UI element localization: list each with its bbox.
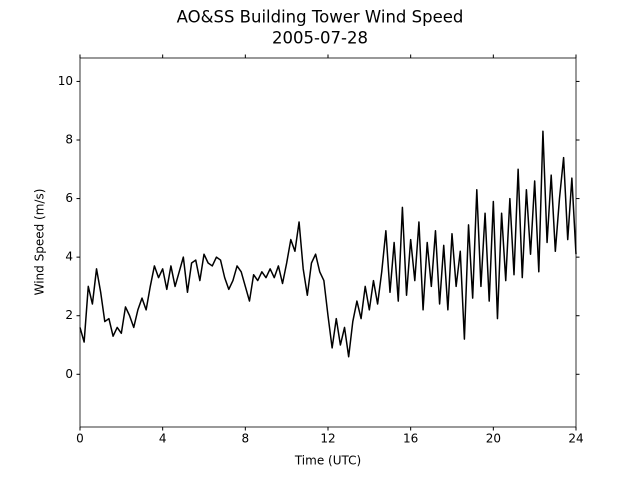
x-tick-label: 12	[320, 432, 335, 446]
x-axis-label: Time (UTC)	[294, 454, 361, 468]
x-tick-label: 24	[568, 432, 583, 446]
y-tick-label: 2	[65, 308, 73, 322]
y-axis-label: Wind Speed (m/s)	[33, 189, 47, 296]
y-tick-label: 8	[65, 133, 73, 147]
y-tick-label: 6	[65, 191, 73, 205]
x-tick-label: 0	[76, 432, 84, 446]
x-tick-label: 16	[403, 432, 418, 446]
chart-title: AO&SS Building Tower Wind Speed	[177, 8, 464, 27]
y-tick-label: 0	[65, 367, 73, 381]
chart-subtitle: 2005-07-28	[272, 29, 368, 48]
x-tick-label: 20	[486, 432, 501, 446]
x-tick-label: 4	[159, 432, 167, 446]
x-tick-label: 8	[242, 432, 250, 446]
y-tick-label: 10	[58, 74, 73, 88]
data-line	[79, 130, 577, 358]
y-tick-label: 4	[65, 250, 73, 264]
